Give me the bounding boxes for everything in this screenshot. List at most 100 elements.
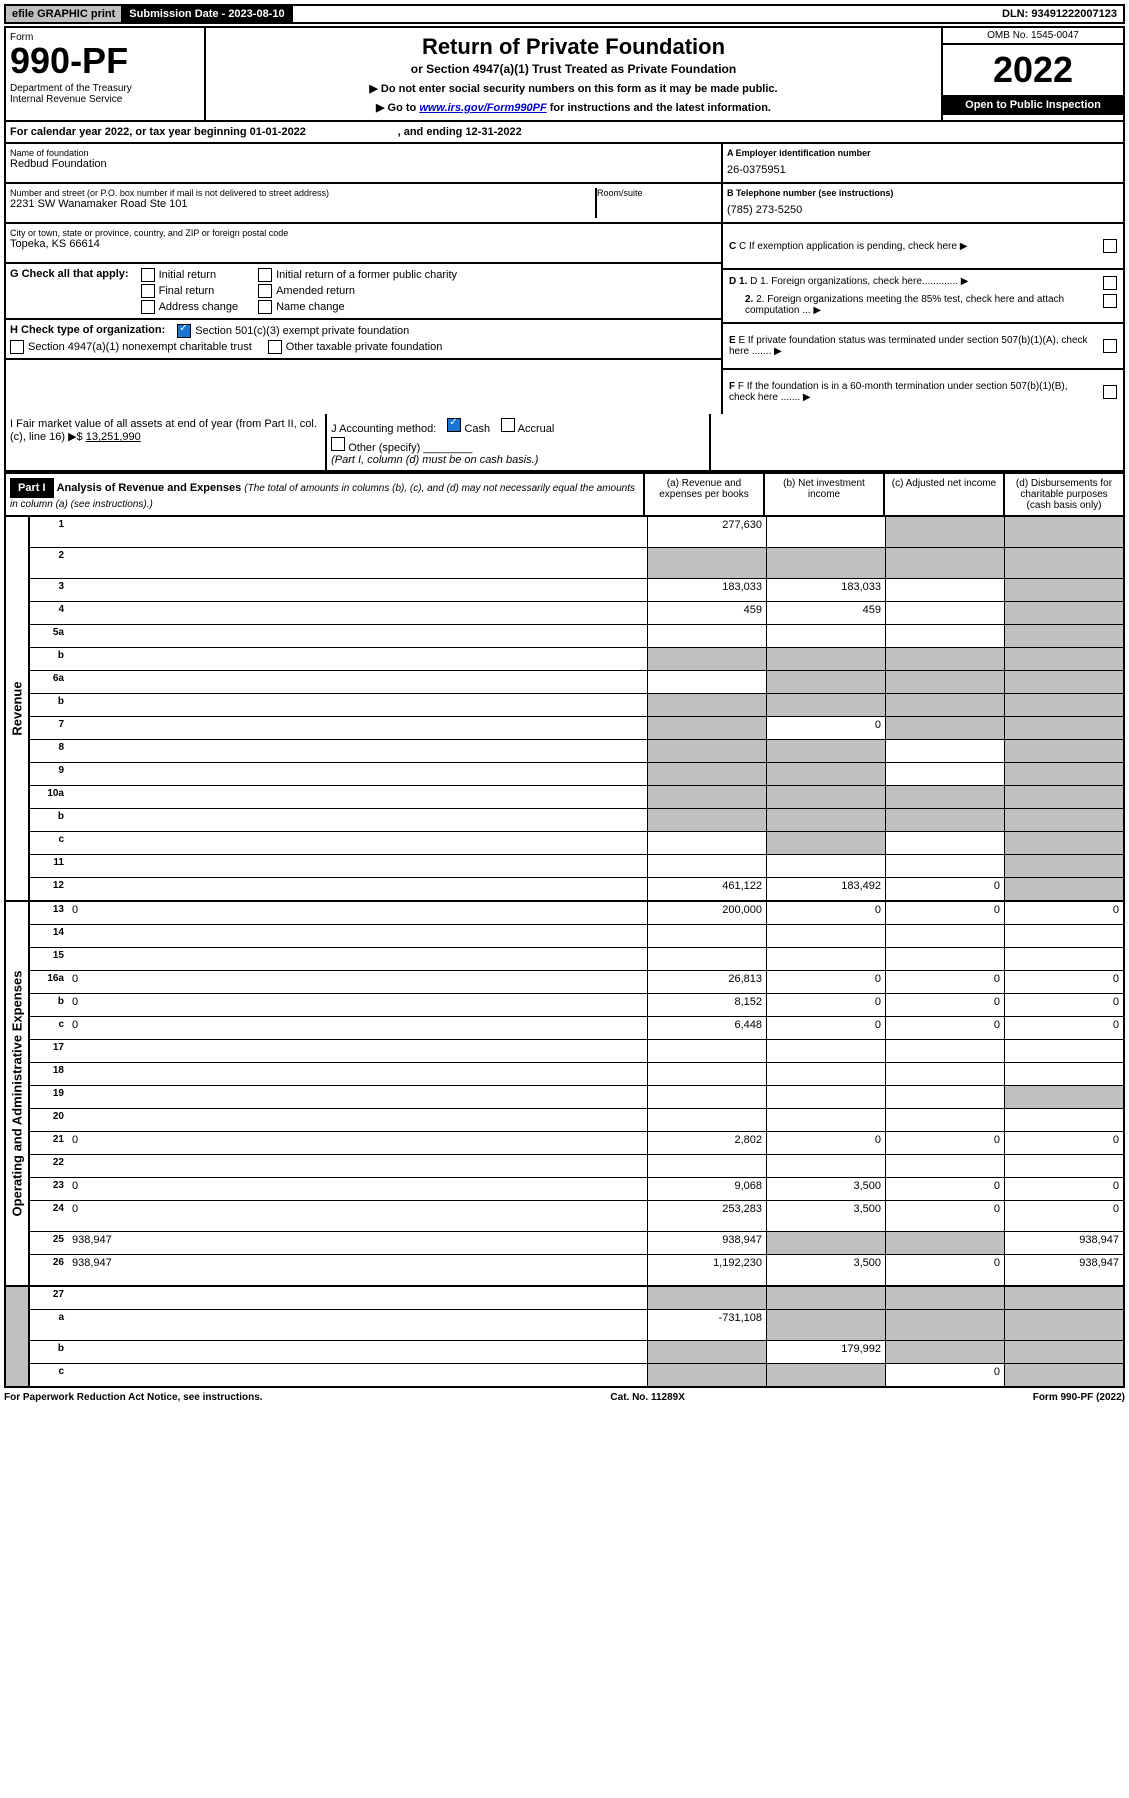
val-d: [1004, 1364, 1123, 1386]
omb-number: OMB No. 1545-0047: [943, 28, 1123, 45]
line-22: 22: [30, 1155, 1123, 1178]
efile-print[interactable]: efile GRAPHIC print: [6, 6, 123, 22]
cb-other-acct[interactable]: [331, 437, 345, 451]
line-no: c: [30, 1017, 68, 1039]
irs-link[interactable]: www.irs.gov/Form990PF: [419, 102, 546, 114]
line-no: 17: [30, 1040, 68, 1062]
line-21: 2102,802000: [30, 1132, 1123, 1155]
cb-4947[interactable]: [10, 340, 24, 354]
line-no: c: [30, 1364, 68, 1386]
line-no: 19: [30, 1086, 68, 1108]
val-a: 459: [647, 602, 766, 624]
val-b: 459: [766, 602, 885, 624]
val-c: [885, 1232, 1004, 1254]
val-c: 0: [885, 1364, 1004, 1386]
val-d: [1004, 1155, 1123, 1177]
val-b: [766, 948, 885, 970]
val-c: [885, 925, 1004, 947]
line-no: 14: [30, 925, 68, 947]
cb-initial-former[interactable]: [258, 268, 272, 282]
val-d: 0: [1004, 1178, 1123, 1200]
form-number: 990-PF: [10, 43, 200, 79]
val-c: [885, 1341, 1004, 1363]
line-27: 27: [30, 1287, 1123, 1310]
cb-501c3[interactable]: [177, 324, 191, 338]
val-a: 1,192,230: [647, 1255, 766, 1285]
line-1: 1277,630: [30, 517, 1123, 548]
val-d: [1004, 548, 1123, 578]
cb-f[interactable]: [1103, 385, 1117, 399]
val-d: [1004, 625, 1123, 647]
cb-address-change[interactable]: [141, 300, 155, 314]
g-col2: Initial return of a former public charit…: [258, 268, 457, 314]
cb-cash[interactable]: [447, 418, 461, 432]
val-c: [885, 1040, 1004, 1062]
line-6a: 6a: [30, 671, 1123, 694]
submission-date: Submission Date - 2023-08-10: [123, 6, 292, 22]
year-block: OMB No. 1545-0047 2022 Open to Public In…: [943, 28, 1123, 120]
val-a: [647, 1063, 766, 1085]
line-12: 12461,122183,4920: [30, 878, 1123, 900]
cb-amended[interactable]: [258, 284, 272, 298]
line-c: c06,448000: [30, 1017, 1123, 1040]
line-no: 25: [30, 1232, 68, 1254]
line-no: 4: [30, 602, 68, 624]
val-a: [647, 625, 766, 647]
line-no: 23: [30, 1178, 68, 1200]
vert-revenue: Revenue: [6, 517, 30, 900]
line-desc: [68, 694, 647, 716]
calendar-year: For calendar year 2022, or tax year begi…: [4, 122, 1125, 144]
line-desc: 0: [68, 1132, 647, 1154]
val-c: [885, 763, 1004, 785]
val-c: 0: [885, 902, 1004, 924]
line-no: 22: [30, 1155, 68, 1177]
line-4: 4 459459: [30, 602, 1123, 625]
val-a: [647, 1109, 766, 1131]
line-no: b: [30, 1341, 68, 1363]
line-no: b: [30, 994, 68, 1016]
line-25: 25938,947938,947938,947: [30, 1232, 1123, 1255]
val-a: [647, 763, 766, 785]
line-desc: [68, 740, 647, 762]
part1-table: Revenue 1277,63023183,033183,03344594595…: [4, 517, 1125, 902]
val-a: [647, 925, 766, 947]
cb-final-return[interactable]: [141, 284, 155, 298]
val-d: 0: [1004, 1017, 1123, 1039]
val-b: [766, 694, 885, 716]
form-header: Form 990-PF Department of the Treasury I…: [4, 26, 1125, 122]
val-c: 0: [885, 1178, 1004, 1200]
val-c: 0: [885, 878, 1004, 900]
cb-accrual[interactable]: [501, 418, 515, 432]
cb-c[interactable]: [1103, 239, 1117, 253]
instr-2: ▶ Go to www.irs.gov/Form990PF for instru…: [212, 101, 935, 114]
val-a: 8,152: [647, 994, 766, 1016]
line-no: 7: [30, 717, 68, 739]
val-d: [1004, 1287, 1123, 1309]
line-no: 3: [30, 579, 68, 601]
cb-e[interactable]: [1103, 339, 1117, 353]
val-b: 3,500: [766, 1201, 885, 1231]
cb-d1[interactable]: [1103, 276, 1117, 290]
val-d: [1004, 763, 1123, 785]
cb-other-taxable[interactable]: [268, 340, 282, 354]
val-b: [766, 809, 885, 831]
val-b: 0: [766, 1017, 885, 1039]
val-b: [766, 1364, 885, 1386]
val-b: [766, 1232, 885, 1254]
val-b: 0: [766, 1132, 885, 1154]
line-11: 11: [30, 855, 1123, 878]
line-24: 240253,2833,50000: [30, 1201, 1123, 1232]
val-a: 200,000: [647, 902, 766, 924]
line-no: 15: [30, 948, 68, 970]
val-d: [1004, 671, 1123, 693]
form-title: Return of Private Foundation: [212, 34, 935, 60]
cb-name-change[interactable]: [258, 300, 272, 314]
line-desc: 0: [68, 994, 647, 1016]
val-d: [1004, 517, 1123, 547]
cb-d2[interactable]: [1103, 294, 1117, 308]
val-d: [1004, 1310, 1123, 1340]
val-a: [647, 786, 766, 808]
cb-initial-return[interactable]: [141, 268, 155, 282]
val-a: [647, 717, 766, 739]
val-c: 0: [885, 1132, 1004, 1154]
